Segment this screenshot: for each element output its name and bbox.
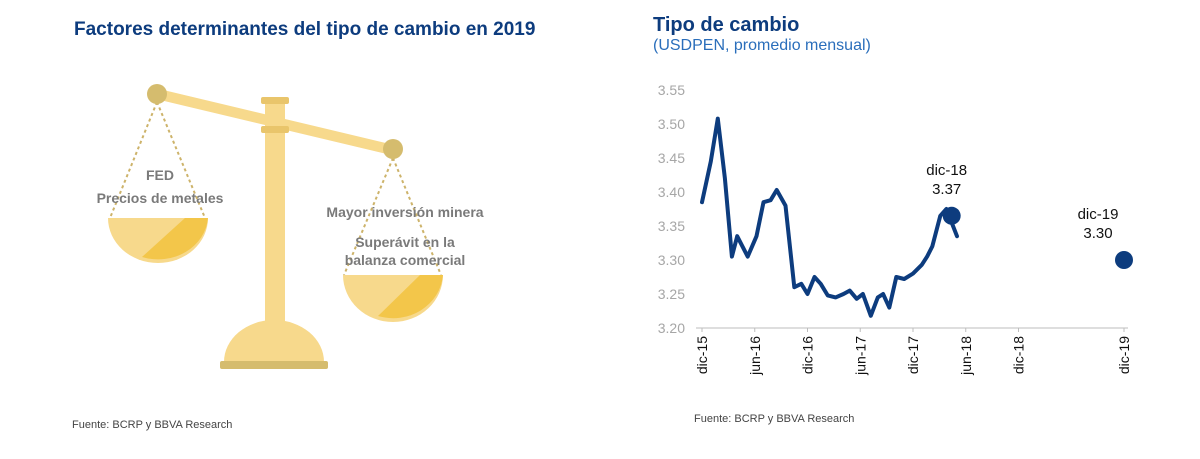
x-tick-label: dic-15 [694, 336, 710, 374]
left-pan-string [156, 101, 206, 219]
right-panel-subtitle: (USDPEN, promedio mensual) [653, 37, 871, 54]
point-value-label: 3.30 [1083, 225, 1112, 242]
y-tick-label: 3.30 [658, 252, 685, 268]
y-tick-label: 3.40 [658, 184, 685, 200]
x-tick-label: jun-16 [747, 336, 763, 376]
x-tick-label: dic-19 [1116, 336, 1132, 374]
point-date-label: dic-18 [926, 162, 967, 179]
x-tick-label: jun-18 [958, 336, 974, 376]
left-pan-string [109, 101, 158, 219]
y-tick-label: 3.35 [658, 218, 685, 234]
left-pivot [147, 84, 167, 104]
scale-pillar [265, 100, 285, 362]
y-tick-label: 3.20 [658, 320, 685, 336]
left-pan-label-fed: FED [146, 167, 174, 183]
highlight-point [942, 206, 961, 225]
right-pan-label-inversion: Mayor inversión minera [326, 204, 484, 220]
scale-base [224, 320, 324, 362]
exchange-rate-chart: 3.20 3.25 3.30 3.35 3.40 3.45 3.50 3.55 dic-15 ju… [658, 82, 1133, 376]
left-pan-labels: FED Precios de metales [70, 166, 250, 207]
x-tick-label: dic-18 [1011, 336, 1027, 374]
right-panel-title: Tipo de cambio [653, 14, 800, 36]
scale-pillar-cap [261, 97, 289, 104]
x-tick-label: dic-16 [800, 336, 816, 374]
y-tick-label: 3.55 [658, 82, 685, 98]
right-pan-label-superavit: Superávit en la [355, 234, 455, 250]
left-source: Fuente: BCRP y BBVA Research [72, 419, 233, 431]
x-tick-label: dic-17 [905, 336, 921, 374]
highlight-point [1115, 251, 1133, 269]
line-layer [700, 116, 959, 318]
right-source: Fuente: BCRP y BBVA Research [694, 413, 855, 425]
right-pivot [383, 139, 403, 159]
exchange-rate-line [700, 116, 959, 318]
y-tick-label: 3.25 [658, 286, 685, 302]
axis-layer: 3.20 3.25 3.30 3.35 3.40 3.45 3.50 3.55 dic-15 ju… [658, 82, 1132, 376]
balance-scale-illustration [108, 84, 443, 369]
left-pan-label-metales: Precios de metales [96, 190, 224, 206]
scale-base-plate [220, 361, 328, 369]
scale-pillar-ring [261, 126, 289, 133]
x-tick-label: jun-17 [852, 336, 868, 376]
y-tick-label: 3.45 [658, 150, 685, 166]
point-value-label: 3.37 [932, 181, 961, 198]
right-pan-labels: Mayor inversión minera Superávit en la b… [305, 203, 505, 269]
y-tick-label: 3.50 [658, 116, 685, 132]
right-pan-label-balanza: balanza comercial [344, 252, 466, 268]
right-scale-pan-shade [378, 275, 443, 319]
point-date-label: dic-19 [1078, 206, 1119, 223]
left-scale-pan-shade [142, 218, 208, 260]
marker-layer: dic-18 3.37 dic-19 3.30 [926, 162, 1133, 269]
left-panel-title: Factores determinantes del tipo de cambi… [74, 19, 536, 40]
